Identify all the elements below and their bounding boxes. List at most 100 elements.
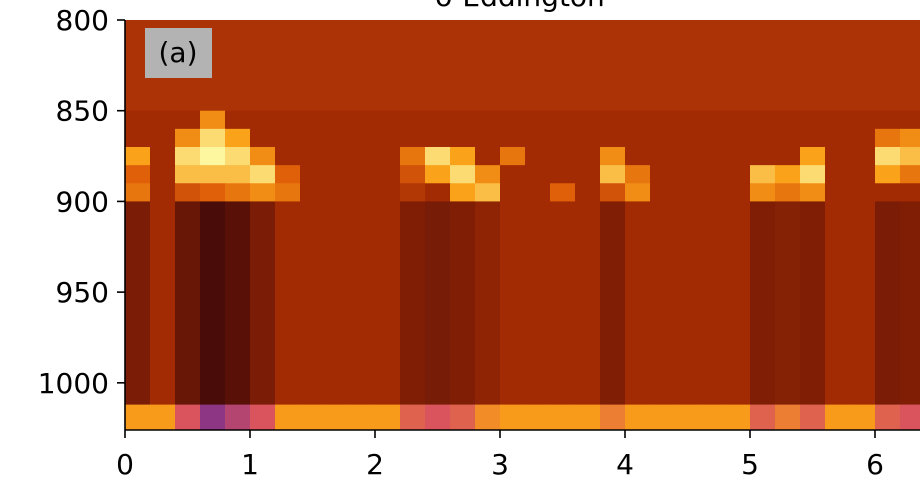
cell — [850, 110, 876, 130]
cell — [800, 165, 826, 184]
cell — [575, 165, 601, 184]
cell — [750, 110, 776, 130]
cell — [650, 110, 676, 130]
cell — [150, 201, 176, 406]
cell — [550, 183, 576, 202]
cell — [350, 183, 376, 202]
cell — [825, 128, 851, 148]
cell — [475, 183, 501, 202]
cell — [775, 20, 801, 112]
cell — [425, 201, 451, 406]
cell — [750, 146, 776, 166]
cell — [500, 183, 526, 202]
cell — [275, 165, 301, 184]
surface-cell — [300, 404, 326, 430]
cell — [725, 165, 751, 184]
cell — [425, 146, 451, 166]
cell — [625, 165, 651, 184]
cell — [175, 110, 201, 130]
cell — [225, 165, 251, 184]
cell — [475, 128, 501, 148]
cell — [200, 128, 226, 148]
cell — [125, 201, 151, 406]
cell — [250, 183, 276, 202]
cell — [900, 201, 920, 406]
surface-cell — [250, 404, 276, 430]
surface-cell — [600, 404, 626, 430]
x-tick-label: 2 — [366, 448, 384, 480]
cell — [300, 201, 326, 406]
cell — [700, 128, 726, 148]
cell — [300, 128, 326, 148]
cell — [275, 201, 301, 406]
cell — [450, 128, 476, 148]
cell — [275, 20, 301, 112]
cell — [225, 201, 251, 406]
cell — [125, 146, 151, 166]
cell — [350, 110, 376, 130]
surface-cell — [200, 404, 226, 430]
cell — [800, 110, 826, 130]
cell — [325, 128, 351, 148]
cell — [800, 146, 826, 166]
cell — [225, 110, 251, 130]
cell — [775, 201, 801, 406]
cell — [325, 183, 351, 202]
panel-label: (a) — [158, 36, 197, 69]
cell — [200, 183, 226, 202]
cell — [350, 201, 376, 406]
cell — [250, 146, 276, 166]
cell — [450, 201, 476, 406]
cell — [525, 183, 551, 202]
x-tick-label: 6 — [866, 448, 884, 480]
chart-title: δ-Eddington — [435, 0, 605, 13]
cell — [450, 165, 476, 184]
cell — [325, 201, 351, 406]
surface-cell — [450, 404, 476, 430]
x-tick-label: 5 — [741, 448, 759, 480]
cell — [450, 20, 476, 112]
cell — [400, 183, 426, 202]
cell — [375, 201, 401, 406]
cell — [700, 165, 726, 184]
cell — [725, 20, 751, 112]
cell — [900, 183, 920, 202]
cell — [850, 165, 876, 184]
cell — [425, 128, 451, 148]
cell — [650, 128, 676, 148]
cell — [750, 183, 776, 202]
cell — [850, 20, 876, 112]
cell — [125, 183, 151, 202]
cell — [425, 165, 451, 184]
cell — [650, 20, 676, 112]
cell — [300, 110, 326, 130]
cell — [400, 110, 426, 130]
x-tick-label: 4 — [616, 448, 634, 480]
cell — [675, 165, 701, 184]
cell — [350, 146, 376, 166]
surface-cell — [575, 404, 601, 430]
cell — [625, 20, 651, 112]
cell — [200, 110, 226, 130]
cell — [825, 20, 851, 112]
surface-cell — [325, 404, 351, 430]
cell — [775, 128, 801, 148]
cell — [525, 20, 551, 112]
cell — [175, 146, 201, 166]
cell — [375, 128, 401, 148]
cell — [600, 165, 626, 184]
cell — [350, 20, 376, 112]
cell — [325, 146, 351, 166]
surface-cell — [525, 404, 551, 430]
surface-cell — [725, 404, 751, 430]
cell — [875, 20, 901, 112]
cell — [600, 20, 626, 112]
cell — [750, 20, 776, 112]
cell — [525, 201, 551, 406]
cell — [875, 183, 901, 202]
cell — [500, 128, 526, 148]
cell — [675, 201, 701, 406]
cell — [750, 165, 776, 184]
cell — [300, 20, 326, 112]
y-tick-label: 1000 — [38, 367, 109, 400]
